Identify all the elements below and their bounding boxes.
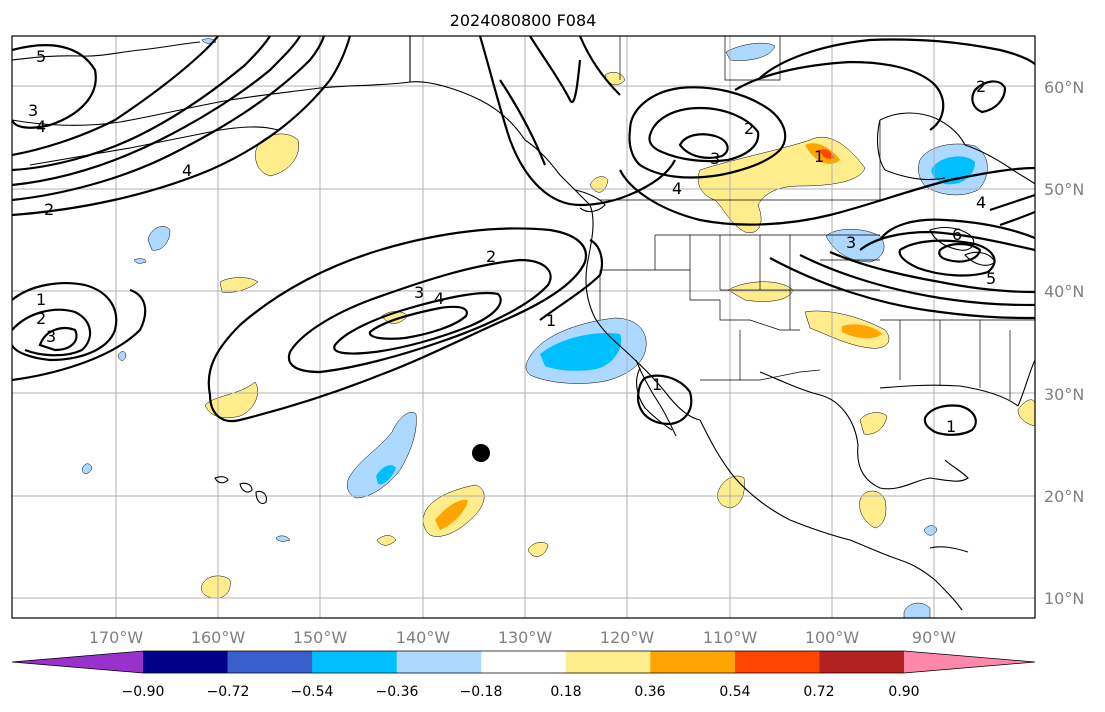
contour-label: 4 (672, 179, 682, 198)
positive-anomaly-region (201, 575, 231, 599)
positive-anomaly-region (219, 277, 259, 293)
lon-label: 170°W (89, 628, 144, 647)
colorbar-segment (650, 651, 736, 673)
contour-label: 2 (976, 77, 986, 96)
location-marker (472, 444, 490, 462)
contour-label: 3 (46, 327, 56, 346)
lon-label: 120°W (600, 628, 655, 647)
negative-anomaly-region (133, 258, 147, 264)
contour-label: 3 (846, 233, 856, 252)
contour-label: 5 (36, 47, 46, 66)
negative-anomaly-region (540, 332, 622, 371)
borders (409, 36, 1035, 400)
positive-anomaly-region (820, 149, 834, 159)
colorbar-tick-label: −0.72 (207, 684, 250, 700)
lon-label: 130°W (498, 628, 553, 647)
colorbar-tick-label: 0.72 (803, 684, 834, 700)
colorbar-tick-label: 0.36 (634, 684, 665, 700)
lat-label: 50°N (1044, 180, 1084, 199)
contour-label: 2 (44, 200, 54, 219)
colorbar-segment (481, 651, 567, 673)
map-frame (11, 35, 1036, 619)
positive-anomaly-region (435, 499, 468, 530)
contour-label: 3 (414, 283, 424, 302)
colorbar-tick-label: −0.54 (291, 684, 334, 700)
positive-anomaly-region (859, 412, 888, 435)
negative-anomaly-region (347, 412, 417, 499)
colorbar-tick-label: 0.18 (550, 684, 581, 700)
lon-label: 90°W (912, 628, 956, 647)
lat-label: 20°N (1044, 487, 1084, 506)
negative-anomaly-region (903, 602, 931, 618)
lon-label: 140°W (396, 628, 451, 647)
colorbar-segment (734, 651, 820, 673)
lat-label: 60°N (1044, 78, 1084, 97)
contour-label: 2 (744, 119, 754, 138)
negative-anomaly-region (147, 226, 171, 251)
lat-label: 10°N (1044, 589, 1084, 608)
positive-anomaly-region (1017, 399, 1035, 427)
contour-label: 5 (986, 269, 996, 288)
colorbar-segment (565, 651, 651, 673)
contour-label: 1 (946, 417, 956, 436)
contour-label: 3 (28, 101, 38, 120)
positive-anomaly-region (376, 535, 397, 546)
contours (12, 36, 1035, 436)
colorbar-segment (227, 651, 313, 673)
colorbar-segment (143, 651, 229, 673)
contour-label: 4 (976, 193, 986, 212)
contour-label: 2 (36, 309, 46, 328)
contour-label: 4 (182, 161, 192, 180)
colorbar-tick-label: −0.36 (376, 684, 419, 700)
positive-anomaly-region (589, 176, 609, 193)
graticule (12, 36, 1035, 618)
positive-anomaly-region (527, 542, 549, 557)
latitude-labels: 60°N 50°N 40°N 30°N 20°N 10°N (1044, 78, 1084, 608)
colorbar-tick-label: 0.90 (888, 684, 919, 700)
lon-label: 160°W (191, 628, 246, 647)
contour-label: 1 (814, 147, 824, 166)
colorbar-segment (819, 651, 905, 673)
colorbar-outline (11, 650, 1036, 674)
colorbar-tick-label: 0.54 (719, 684, 750, 700)
lon-label: 100°W (805, 628, 860, 647)
map-content: 5 4 3 2 4 1 2 3 2 3 4 1 2 3 4 1 2 3 4 6 … (12, 36, 1035, 618)
contour-label: 1 (36, 290, 46, 309)
contour-label: 1 (652, 375, 662, 394)
colorbar-segment (396, 651, 482, 673)
negative-anomaly-region (117, 351, 127, 361)
lon-label: 150°W (293, 628, 348, 647)
shaded-anomalies (81, 38, 1035, 618)
positive-anomaly-region (842, 324, 882, 339)
colorbar (11, 650, 1036, 674)
contour-label: 6 (952, 225, 962, 244)
colorbar-tick-label: −0.18 (460, 684, 503, 700)
contour-label: 3 (710, 149, 720, 168)
colorbar-extend-high (904, 651, 1035, 673)
lat-label: 30°N (1044, 385, 1084, 404)
negative-anomaly-region (825, 229, 885, 263)
contour-label: 1 (546, 311, 556, 330)
colorbar-tick-label: −0.90 (122, 684, 165, 700)
colorbar-tick-labels: −0.90 −0.72 −0.54 −0.36 −0.18 0.18 0.36 … (122, 684, 920, 700)
contour-label: 4 (36, 117, 46, 136)
lon-label: 110°W (703, 628, 758, 647)
contour-label: 2 (486, 247, 496, 266)
negative-anomaly-region (376, 465, 396, 485)
colorbar-segment (312, 651, 398, 673)
lat-label: 40°N (1044, 282, 1084, 301)
negative-anomaly-region (81, 463, 93, 474)
positive-anomaly-region (717, 475, 745, 509)
map-background (12, 36, 1035, 618)
contour-label: 4 (434, 289, 444, 308)
map-title: 2024080800 F084 (450, 11, 597, 30)
negative-anomaly-region (275, 535, 291, 542)
positive-anomaly-region (859, 490, 887, 529)
contour-labels: 5 4 3 2 4 1 2 3 2 3 4 1 2 3 4 1 2 3 4 6 … (28, 47, 996, 436)
colorbar-extend-low (12, 651, 143, 673)
longitude-labels: 170°W 160°W 150°W 140°W 130°W 120°W 110°… (89, 628, 956, 647)
negative-anomaly-region (725, 42, 776, 61)
